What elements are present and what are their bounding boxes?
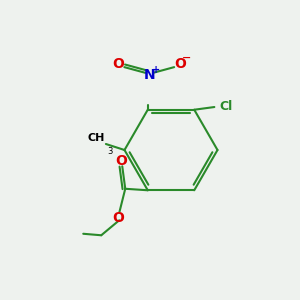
Text: O: O xyxy=(174,57,186,71)
Text: O: O xyxy=(113,211,124,225)
Text: O: O xyxy=(112,57,124,71)
Text: −: − xyxy=(182,53,191,63)
Text: O: O xyxy=(115,154,127,168)
Text: Cl: Cl xyxy=(220,100,233,112)
Text: 3: 3 xyxy=(107,147,113,156)
Text: CH: CH xyxy=(87,133,105,143)
Text: N: N xyxy=(143,68,155,82)
Text: +: + xyxy=(152,65,160,75)
